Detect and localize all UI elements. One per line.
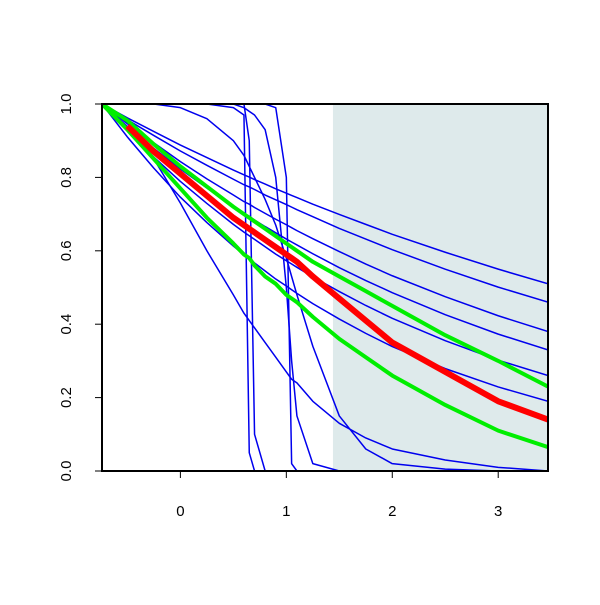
series-line bbox=[102, 104, 548, 471]
x-tick-label: 1 bbox=[282, 503, 290, 520]
shaded-region bbox=[332, 104, 548, 471]
y-tick-label: 0.4 bbox=[58, 314, 75, 335]
series-line bbox=[102, 104, 548, 389]
x-tick-label: 0 bbox=[176, 503, 184, 520]
series-line bbox=[102, 104, 548, 303]
x-tick-label: 3 bbox=[494, 503, 502, 520]
series-line bbox=[102, 104, 548, 285]
series-line bbox=[102, 104, 548, 471]
x-tick-label: 2 bbox=[388, 503, 396, 520]
plot-box bbox=[101, 103, 549, 472]
series-line bbox=[102, 104, 548, 471]
series-line bbox=[102, 104, 548, 402]
y-tick-label: 0.2 bbox=[58, 387, 75, 408]
series-line bbox=[102, 104, 548, 471]
y-tick-label: 0.6 bbox=[58, 240, 75, 261]
y-tick-label: 0.0 bbox=[58, 461, 75, 482]
y-tick-label: 0.8 bbox=[58, 167, 75, 188]
series-line bbox=[102, 104, 548, 333]
series-line bbox=[102, 104, 548, 377]
series-line bbox=[125, 123, 548, 423]
series-line bbox=[102, 104, 548, 450]
y-tick-label: 1.0 bbox=[58, 94, 75, 115]
